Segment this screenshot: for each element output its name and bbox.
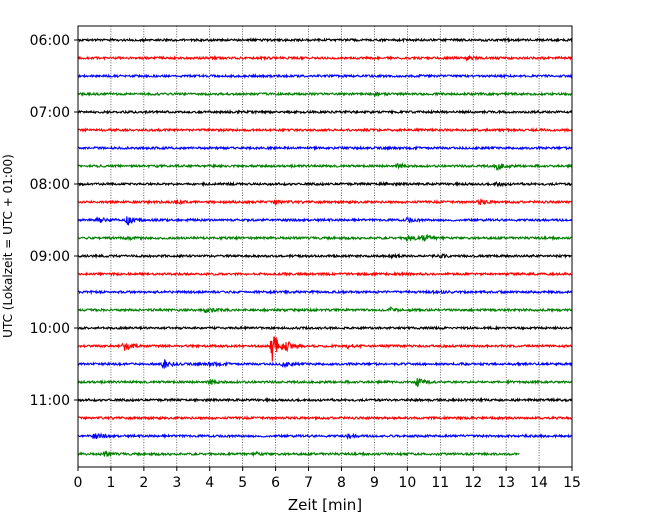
x-tick-label-14: 14 — [530, 475, 548, 491]
x-tick-label-5: 5 — [238, 475, 247, 491]
trace-10:45 — [77, 377, 573, 388]
y-tick-label-0: 06:00 — [30, 33, 70, 49]
trace-09:45 — [78, 306, 573, 314]
x-tick-label-8: 8 — [337, 475, 346, 491]
x-tick-label-13: 13 — [497, 475, 515, 491]
trace-10:30 — [77, 359, 573, 369]
trace-11:45 — [77, 450, 520, 458]
x-tick-label-9: 9 — [370, 475, 379, 491]
trace-08:45 — [77, 233, 573, 242]
x-tick-label-1: 1 — [106, 475, 115, 491]
x-tick-label-2: 2 — [139, 475, 148, 491]
trace-10:15 — [77, 336, 573, 362]
x-tick-label-12: 12 — [464, 475, 482, 491]
plot-frame — [77, 25, 573, 468]
x-tick-label-10: 10 — [398, 475, 416, 491]
trace-06:00 — [77, 37, 573, 44]
trace-06:15 — [77, 54, 573, 62]
y-axis-ticks: 06:00 07:00 08:00 09:00 10:00 11:00 — [30, 33, 78, 409]
trace-08:15 — [77, 198, 573, 206]
trace-07:30 — [77, 145, 573, 152]
x-tick-label-11: 11 — [431, 475, 449, 491]
x-tick-label-0: 0 — [74, 475, 83, 491]
trace-11:30 — [77, 432, 573, 440]
x-tick-label-7: 7 — [304, 475, 313, 491]
x-tick-label-6: 6 — [271, 475, 280, 491]
seismic-traces — [77, 37, 573, 458]
y-tick-label-3: 09:00 — [30, 249, 70, 265]
trace-09:15 — [77, 270, 573, 277]
x-tick-label-3: 3 — [172, 475, 181, 491]
trace-06:30 — [77, 73, 573, 80]
y-tick-label-5: 11:00 — [30, 393, 70, 409]
x-tick-label-15: 15 — [563, 475, 581, 491]
trace-06:45 — [77, 91, 573, 98]
y-axis-label: UTC (Lokalzeit = UTC + 01:00) — [1, 154, 15, 338]
trace-08:00 — [77, 180, 573, 188]
trace-11:00 — [77, 396, 573, 403]
trace-07:15 — [77, 127, 573, 133]
y-tick-label-4: 10:00 — [30, 321, 70, 337]
trace-08:30 — [77, 216, 573, 227]
trace-09:30 — [77, 288, 573, 296]
x-axis-ticks: 0 1 2 3 4 5 6 7 8 9 10 11 12 13 14 15 — [74, 467, 581, 491]
vertical-grid-lines — [110, 26, 540, 467]
y-tick-label-2: 08:00 — [30, 177, 70, 193]
trace-09:00 — [77, 252, 573, 260]
y-tick-label-1: 07:00 — [30, 105, 70, 121]
trace-07:45 — [77, 161, 573, 171]
trace-10:00 — [77, 324, 573, 331]
x-axis-label: Zeit [min] — [288, 496, 362, 514]
x-tick-label-4: 4 — [205, 475, 214, 491]
trace-07:00 — [77, 108, 573, 115]
trace-11:15 — [77, 414, 573, 421]
